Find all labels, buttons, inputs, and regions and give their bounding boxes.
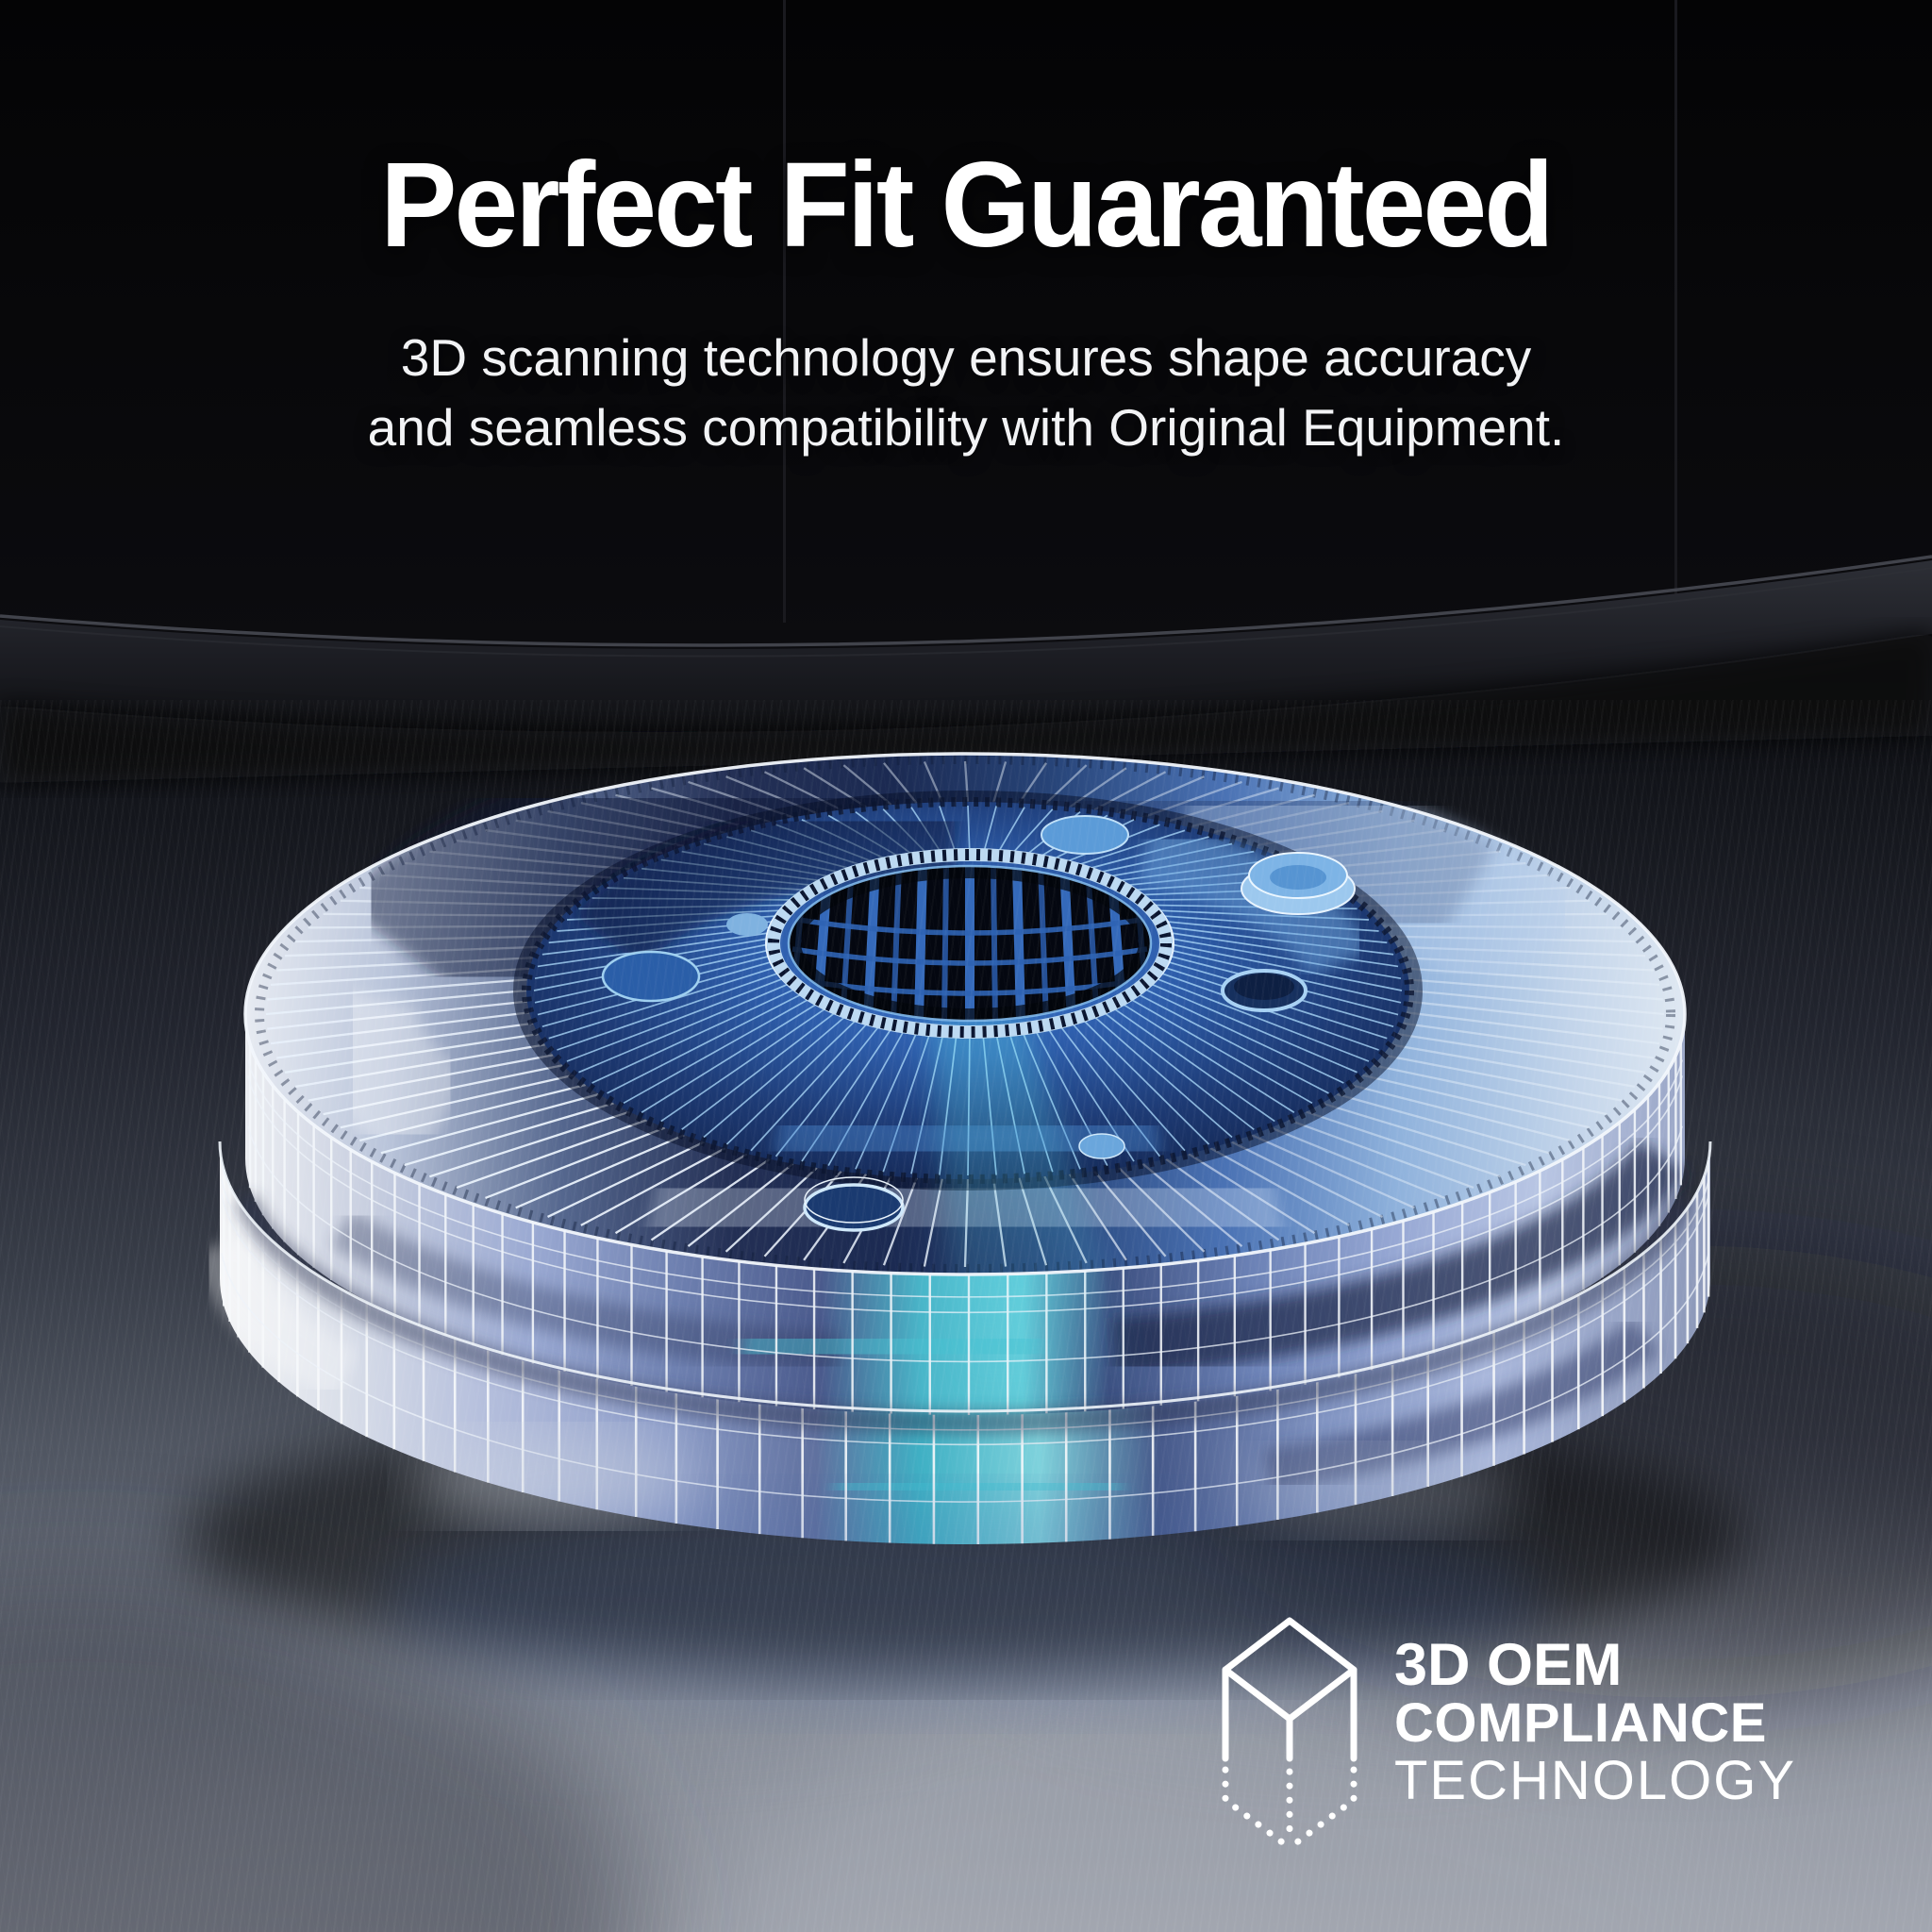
rim-highlight	[243, 752, 1687, 1276]
collared-hole	[1221, 969, 1307, 1012]
cube-wireframe-icon	[1219, 1615, 1360, 1856]
skirt-lip-highlight	[218, 1141, 1712, 1413]
compliance-badge: 3D OEM COMPLIANCE TECHNOLOGY	[1219, 1615, 1796, 1856]
subtitle-line-1: 3D scanning technology ensures shape acc…	[400, 328, 1532, 387]
drum-upper-band	[235, 1014, 1695, 1434]
subtitle: 3D scanning technology ensures shape acc…	[0, 323, 1932, 462]
scan-light-beam	[929, 1014, 1141, 1406]
subtitle-line-2: and seamless compatibility with Original…	[367, 398, 1565, 457]
badge-line-3: TECHNOLOGY	[1394, 1750, 1797, 1811]
floor-reflection	[380, 1431, 1550, 1722]
brake-drum	[193, 719, 1712, 1544]
hub-bore	[765, 848, 1174, 1039]
lug-holes	[601, 815, 1356, 1232]
drum-top-face	[243, 719, 1687, 1406]
wall-panel-seam	[783, 0, 786, 623]
raised-boss-hole	[1241, 852, 1356, 915]
stage-ledge	[0, 555, 1932, 783]
headline: Perfect Fit Guaranteed	[380, 138, 1554, 273]
badge-line-1: 3D OEM	[1394, 1632, 1623, 1698]
front-collared-hole	[803, 1176, 905, 1232]
wall-panel-seam	[1674, 0, 1677, 594]
badge-line-2: COMPLIANCE	[1394, 1692, 1767, 1754]
badge-text: 3D OEM COMPLIANCE TECHNOLOGY	[1394, 1615, 1797, 1811]
